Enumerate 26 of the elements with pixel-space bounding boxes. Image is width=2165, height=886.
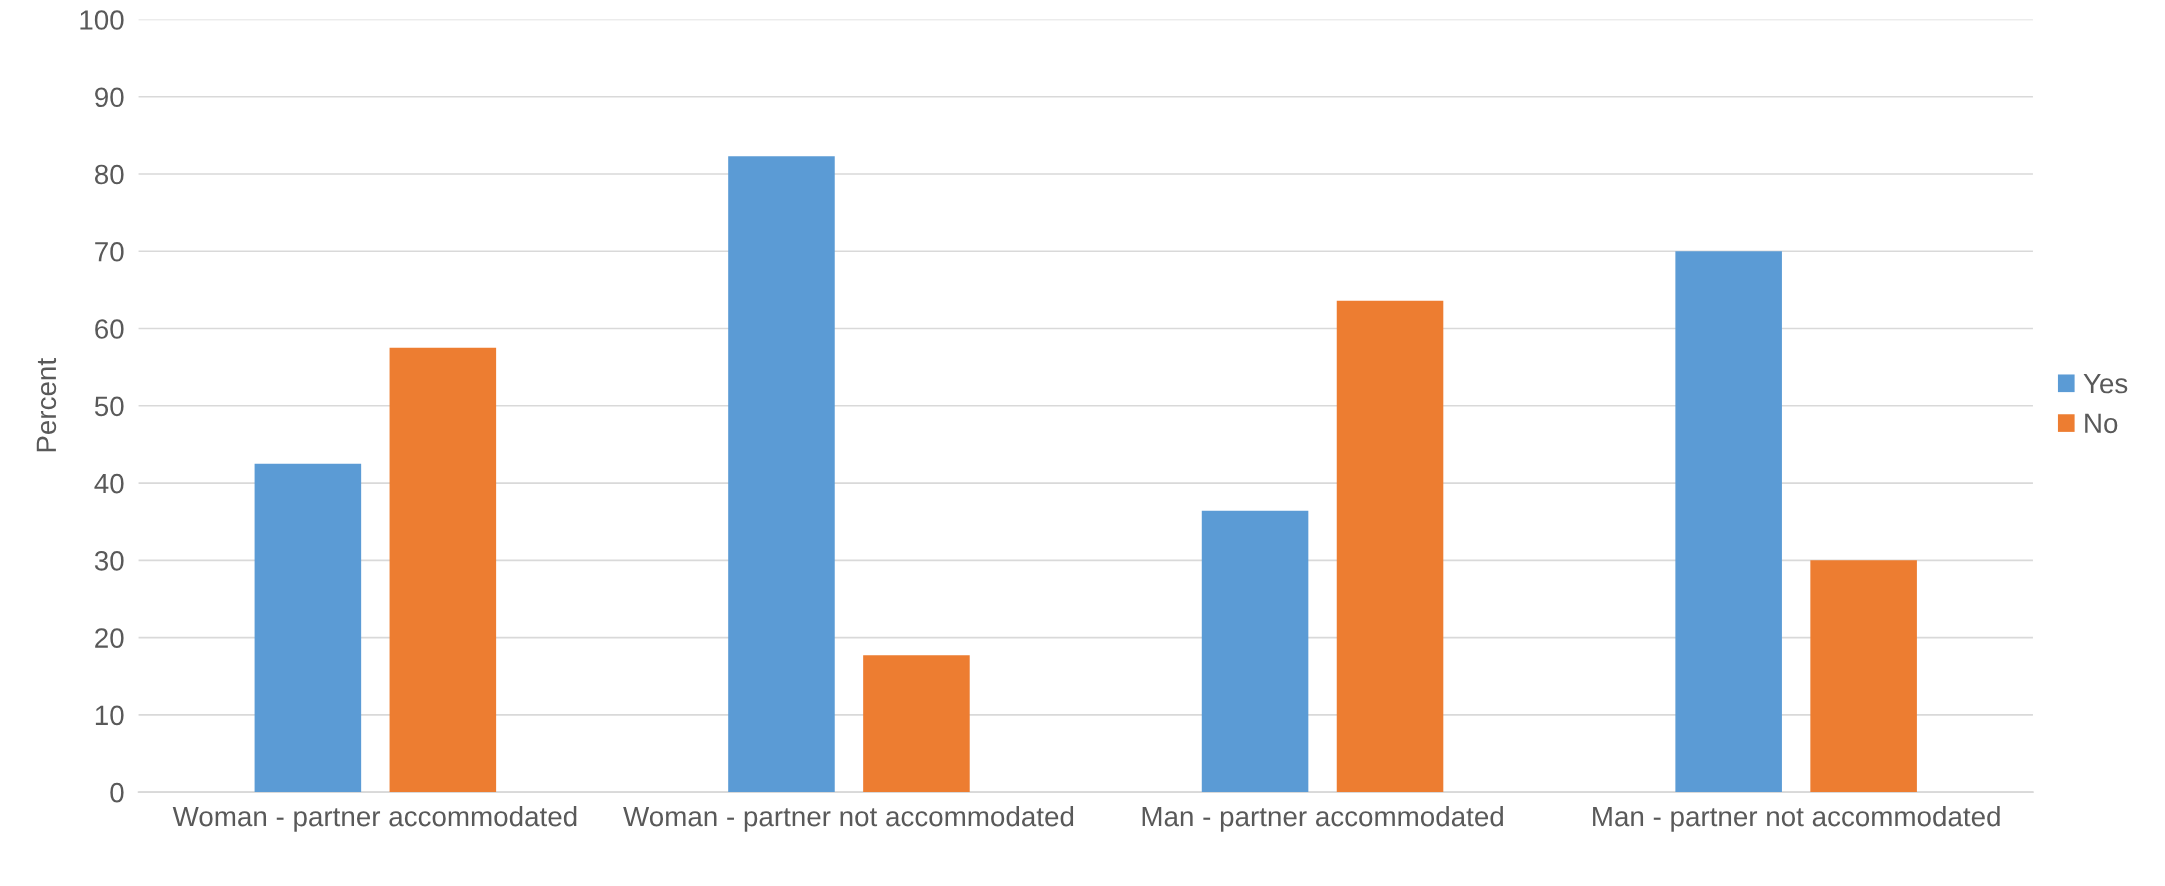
legend-label: No bbox=[2085, 413, 2118, 434]
y-tick-label: 70 bbox=[95, 241, 124, 262]
y-tick-label: 80 bbox=[94, 164, 124, 185]
bar bbox=[1675, 251, 1782, 793]
y-tick-label: 50 bbox=[94, 396, 124, 417]
bar bbox=[1810, 560, 1917, 793]
bar bbox=[1336, 300, 1444, 793]
bar bbox=[1201, 510, 1309, 793]
bar bbox=[728, 156, 835, 793]
y-tick-label: 100 bbox=[80, 10, 124, 30]
y-tick-label: 90 bbox=[95, 87, 124, 108]
bar bbox=[863, 655, 970, 793]
y-tick-label: 20 bbox=[95, 628, 124, 648]
y-tick-label: 60 bbox=[95, 319, 124, 339]
bar bbox=[254, 463, 362, 793]
bar bbox=[389, 347, 497, 793]
x-tick-label: Woman - partner accommodated bbox=[172, 805, 577, 832]
y-tick-label: 0 bbox=[110, 782, 124, 803]
y-tick-label: 10 bbox=[95, 705, 124, 726]
y-tick-label: 30 bbox=[94, 550, 124, 571]
x-tick-label: Man - partner accommodated bbox=[1142, 805, 1503, 832]
y-axis-title: Percent bbox=[36, 358, 57, 452]
legend-label: Yes bbox=[2083, 373, 2128, 394]
y-tick-label: 40 bbox=[94, 473, 124, 494]
x-tick-label: Man - partner not accommodated bbox=[1593, 805, 2000, 832]
x-tick-label: Woman - partner not accommodated bbox=[623, 805, 1074, 832]
